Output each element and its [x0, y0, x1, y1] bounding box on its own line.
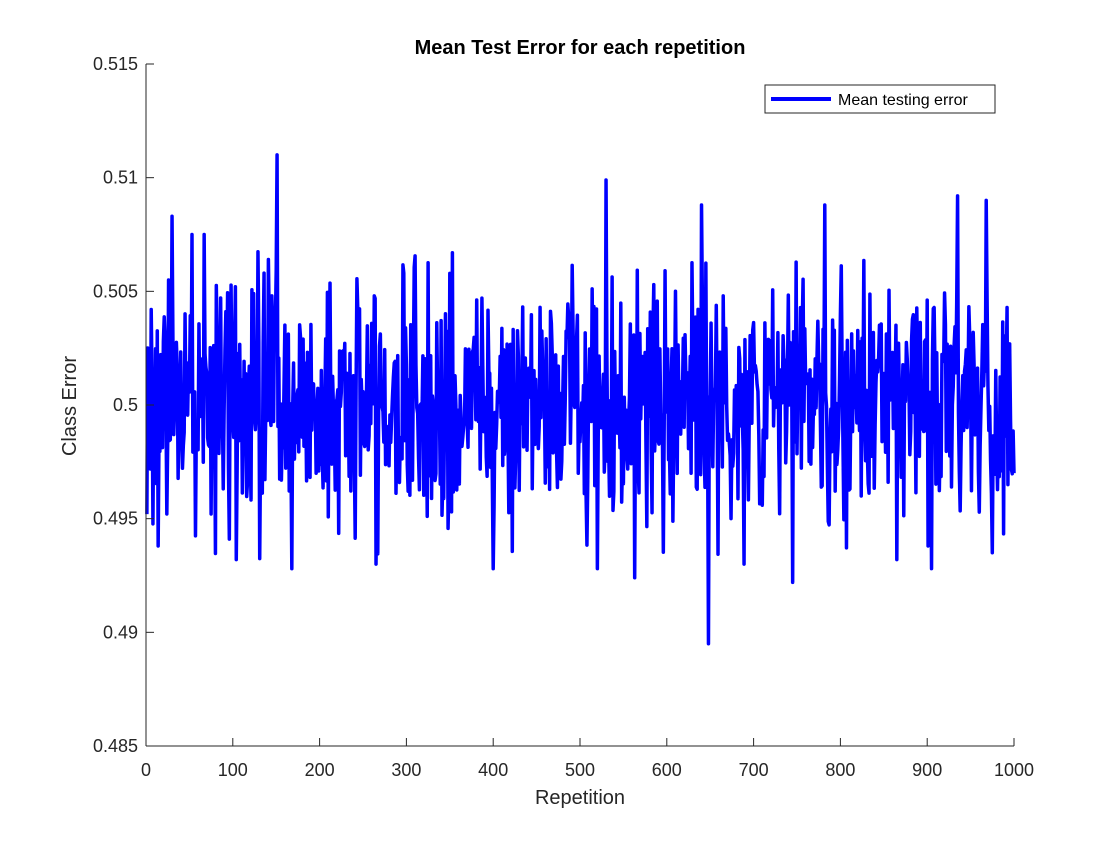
series-line-mean-testing-error [145, 153, 1016, 646]
x-tick-label: 200 [305, 760, 335, 780]
x-tick-label: 400 [478, 760, 508, 780]
x-tick-label: 1000 [994, 760, 1034, 780]
x-tick-label: 300 [391, 760, 421, 780]
x-tick-label: 0 [141, 760, 151, 780]
y-tick-label: 0.51 [103, 168, 138, 188]
y-tick-label: 0.485 [93, 736, 138, 756]
x-tick-label: 500 [565, 760, 595, 780]
y-tick-label: 0.5 [113, 395, 138, 415]
x-tick-label: 700 [739, 760, 769, 780]
legend: Mean testing error [764, 84, 996, 114]
legend-label: Mean testing error [838, 92, 969, 109]
y-tick-label: 0.49 [103, 622, 138, 642]
x-tick-label: 900 [912, 760, 942, 780]
axes: 0 100 200 300 400 500 600 700 800 900 1000 0.485 0.4… [93, 54, 1034, 780]
y-tick-label: 0.505 [93, 281, 138, 301]
plot-area [145, 153, 1016, 646]
y-tick-label: 0.495 [93, 509, 138, 529]
x-tick-label: 800 [825, 760, 855, 780]
x-tick-label: 100 [218, 760, 248, 780]
x-tick-label: 600 [652, 760, 682, 780]
chart-title: Mean Test Error for each repetition [415, 37, 746, 59]
y-tick-label: 0.515 [93, 54, 138, 74]
x-axis-label: Repetition [535, 787, 625, 809]
y-axis-label: Class Error [59, 356, 81, 456]
